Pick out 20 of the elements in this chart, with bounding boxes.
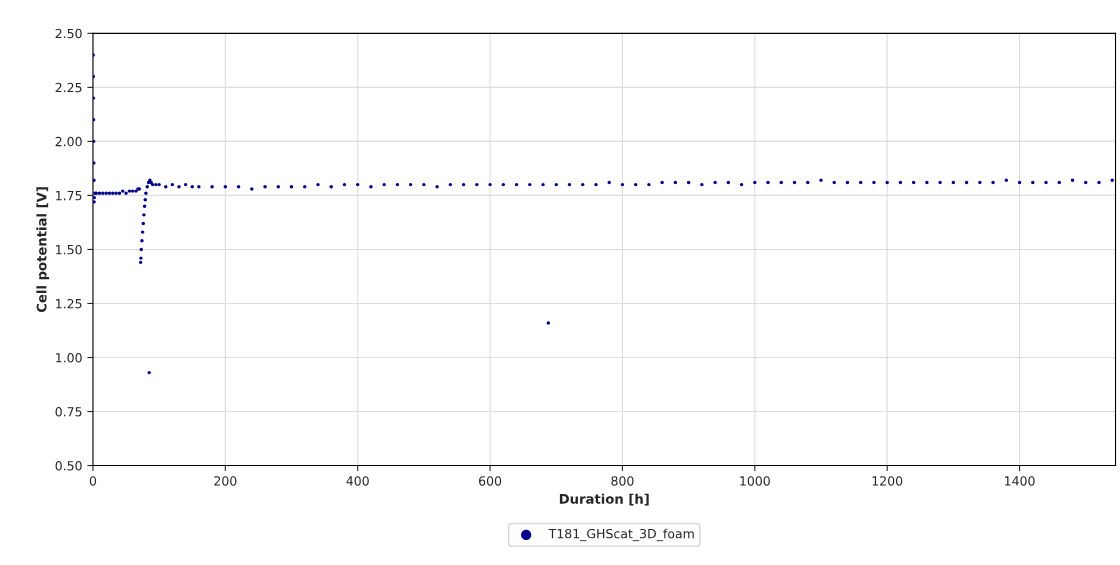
x-axis-title: Duration [h] bbox=[559, 493, 649, 506]
y-tick-label: 2.50 bbox=[55, 28, 82, 39]
x-tick-label: 600 bbox=[479, 476, 502, 486]
y-tick-label: 1.25 bbox=[56, 298, 82, 309]
x-tick-label: 1000 bbox=[740, 476, 770, 486]
y-tick-label: 1.50 bbox=[56, 244, 82, 255]
x-tick-label: 0 bbox=[89, 476, 97, 486]
x-tick-label: 1200 bbox=[872, 476, 903, 486]
x-tick-label: 400 bbox=[346, 476, 369, 486]
y-tick-label: 1.00 bbox=[56, 352, 82, 363]
x-tick-label: 1400 bbox=[1005, 476, 1035, 486]
y-tick-label: 0.50 bbox=[55, 461, 82, 471]
y-tick-label: 2.00 bbox=[55, 136, 82, 147]
y-axis-title: Cell potential [V] bbox=[36, 187, 50, 313]
x-tick-label: 200 bbox=[214, 476, 237, 486]
x-tick-label: 800 bbox=[611, 476, 634, 486]
y-tick-label: 2.25 bbox=[55, 82, 82, 93]
y-tick-label: 0.75 bbox=[55, 407, 82, 417]
y-tick-label: 1.75 bbox=[56, 191, 82, 201]
legend-label: T181_GHScat_3D_foam bbox=[548, 528, 694, 542]
